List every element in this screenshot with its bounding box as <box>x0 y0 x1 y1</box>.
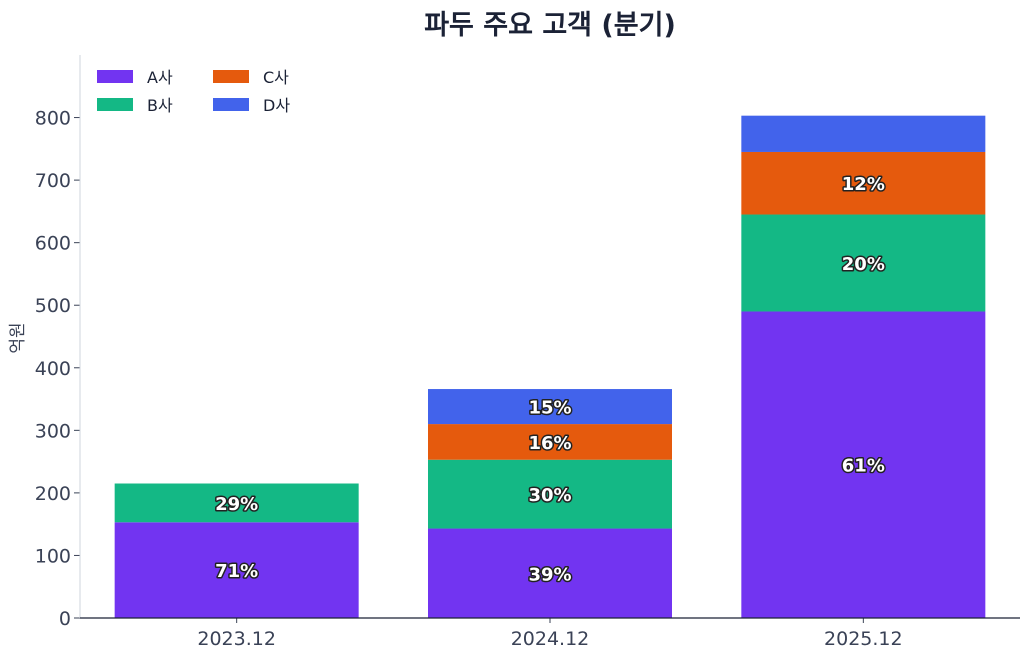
bar-segment <box>741 311 986 618</box>
y-tick-label: 100 <box>35 545 71 567</box>
bar-data-label: 16% <box>528 433 571 454</box>
bar-segment <box>741 115 986 152</box>
y-tick-label: 600 <box>35 233 71 255</box>
legend-label: C사 <box>263 68 289 87</box>
legend: A사 B사 C사 D사 <box>97 68 290 115</box>
legend-label: A사 <box>147 68 173 87</box>
bar-data-label: 12% <box>842 174 885 195</box>
y-axis-label: 억원 <box>8 322 28 353</box>
bar-segment <box>741 214 986 312</box>
legend-label: B사 <box>147 96 173 115</box>
legend-swatch <box>213 98 249 111</box>
y-tick-label: 800 <box>35 108 71 130</box>
bar-data-label: 71% <box>215 561 258 582</box>
bar-data-label: 30% <box>528 485 571 506</box>
y-tick-label: 200 <box>35 483 71 505</box>
bar-segment <box>428 459 672 529</box>
y-tick-label: 500 <box>35 295 71 317</box>
y-tick-label: 400 <box>35 358 71 380</box>
bar-segment <box>428 424 672 460</box>
bar-segment <box>741 151 986 215</box>
legend-swatch <box>97 98 133 111</box>
bar-data-label: 15% <box>528 398 571 419</box>
legend-label: D사 <box>263 96 290 115</box>
y-tick-label: 700 <box>35 170 71 192</box>
plot-area: 0 100 200 300 400 500 600 700 800 71% 29% 2023.12 39… <box>35 55 1020 650</box>
legend-swatch <box>213 70 249 83</box>
x-tick-label: 2024.12 <box>511 628 590 650</box>
chart-title: 파두 주요 고객 (분기) <box>424 10 676 41</box>
x-tick-label: 2023.12 <box>197 628 276 650</box>
bar-segment <box>428 389 672 425</box>
x-tick-label: 2025.12 <box>824 628 903 650</box>
bar-data-label: 61% <box>842 456 885 477</box>
legend-swatch <box>97 70 133 83</box>
y-tick-label: 300 <box>35 420 71 442</box>
bar-segment <box>114 522 359 618</box>
bar-data-label: 39% <box>528 564 571 585</box>
bar-data-label: 20% <box>842 254 885 275</box>
bar-segment <box>428 528 672 618</box>
bar-data-label: 29% <box>215 494 258 515</box>
bar-segment <box>114 483 359 523</box>
y-tick-label: 0 <box>59 608 71 630</box>
